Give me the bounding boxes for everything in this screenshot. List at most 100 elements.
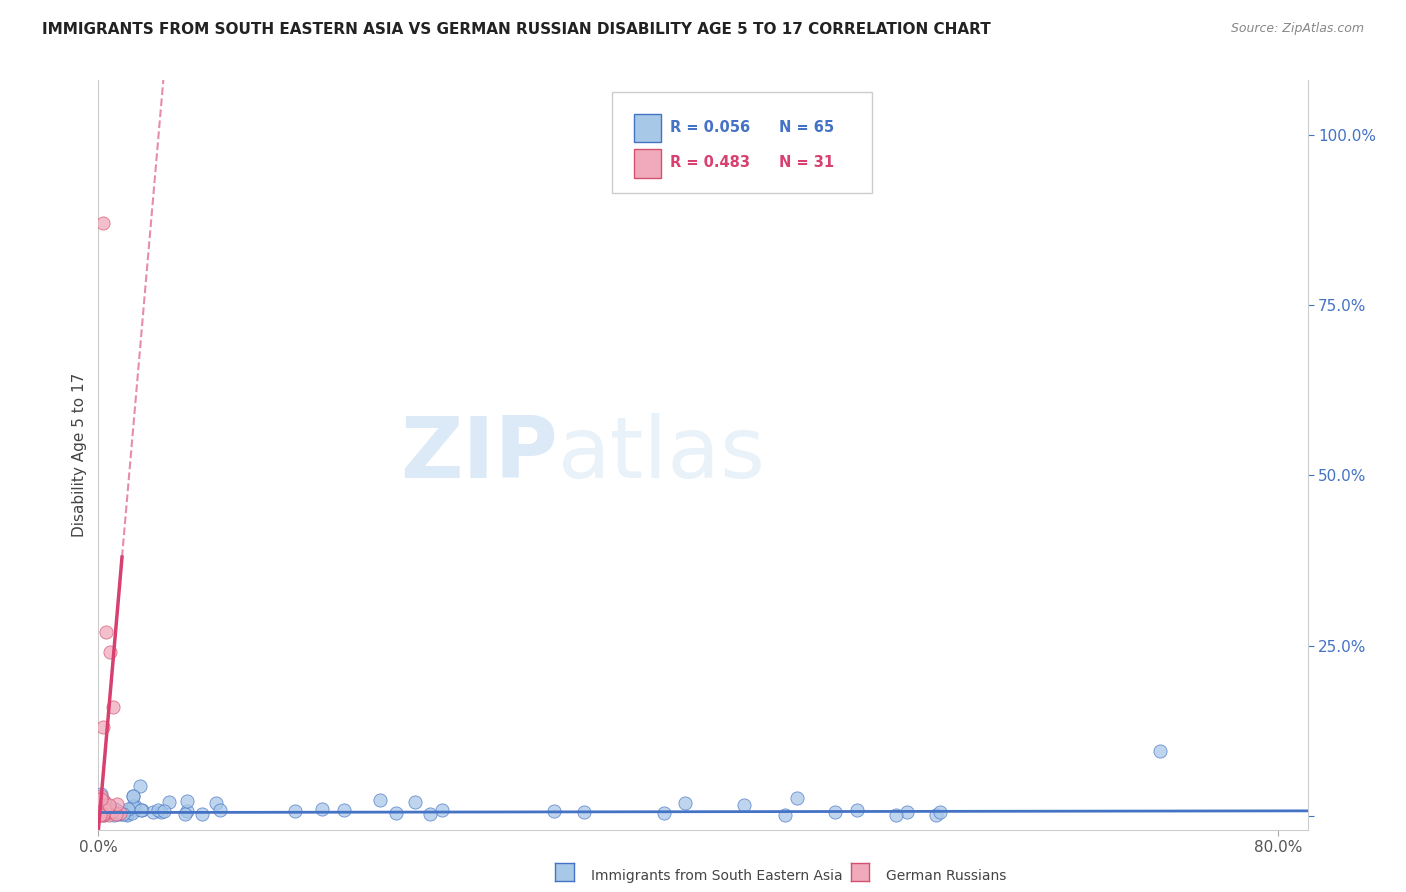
Point [89,808,111,822]
Text: atlas: atlas [558,413,766,497]
Point [111,806,134,821]
Point [90,792,112,806]
Point [97,803,120,817]
Point [101,804,124,818]
Point [111,806,134,821]
Point [107,806,129,821]
Point [105,803,128,817]
Point [98,805,121,820]
Point [103,807,125,822]
Point [124,803,146,817]
Point [105,807,128,822]
Point [368,793,391,807]
Point [91,808,114,822]
Point [97,807,120,822]
Point [89,791,111,805]
Text: N = 31: N = 31 [779,155,834,170]
Point [149,805,172,820]
Text: R = 0.483: R = 0.483 [671,155,751,170]
Y-axis label: Disability Age 5 to 17: Disability Age 5 to 17 [72,373,87,537]
Point [148,803,170,817]
Point [101,700,124,714]
Point [124,798,146,813]
Point [925,808,948,822]
Point [208,803,231,817]
Point [97,808,120,822]
Point [91,216,114,230]
Point [93,802,115,816]
Point [89,797,111,811]
Point [824,805,846,819]
Text: German Russians: German Russians [886,869,1007,883]
Point [173,807,195,822]
Point [652,805,675,820]
Point [89,796,111,810]
Point [89,803,111,817]
Point [929,805,952,819]
Point [89,807,111,822]
Bar [634,114,661,143]
Point [419,807,441,822]
Point [93,801,115,815]
Point [284,804,307,818]
Point [96,800,118,814]
Point [98,645,121,659]
Point [153,805,176,819]
Point [122,789,145,803]
Point [121,789,143,804]
Point [884,808,907,822]
Point [775,808,797,822]
Point [97,797,120,812]
Point [786,791,808,805]
Point [129,803,152,817]
Point [110,806,132,821]
Point [673,797,696,811]
Text: IMMIGRANTS FROM SOUTH EASTERN ASIA VS GERMAN RUSSIAN DISABILITY AGE 5 TO 17 CORR: IMMIGRANTS FROM SOUTH EASTERN ASIA VS GE… [42,22,991,37]
Point [131,804,153,818]
Point [89,800,111,814]
Point [311,802,333,816]
Point [90,789,112,803]
Text: N = 65: N = 65 [779,120,834,135]
Point [333,803,356,817]
Point [90,799,112,814]
Point [190,807,212,822]
Point [117,802,139,816]
Text: ZIP: ZIP [401,413,558,497]
Point [98,804,121,818]
Point [93,794,115,808]
Point [384,805,406,820]
Point [96,798,118,813]
Point [733,798,755,813]
Bar [634,149,661,178]
Point [115,804,138,818]
Text: R = 0.056: R = 0.056 [671,120,751,135]
Point [430,803,453,817]
FancyBboxPatch shape [613,92,872,193]
Point [896,805,918,820]
Point [97,801,120,815]
Point [572,805,595,819]
Point [91,806,114,821]
Point [404,795,426,809]
Text: Source: ZipAtlas.com: Source: ZipAtlas.com [1230,22,1364,36]
Point [115,807,138,822]
Point [89,797,111,811]
Point [115,807,138,822]
Point [89,806,111,821]
Point [93,795,115,809]
Point [91,720,114,734]
Point [89,792,111,806]
Point [845,803,868,817]
Point [114,805,136,819]
Point [129,780,152,794]
Point [90,788,112,802]
Point [94,625,117,640]
Point [157,795,180,809]
Point [176,804,198,818]
Point [89,798,111,813]
Point [93,808,115,822]
Point [93,798,115,813]
Point [176,793,198,807]
Point [142,805,165,819]
